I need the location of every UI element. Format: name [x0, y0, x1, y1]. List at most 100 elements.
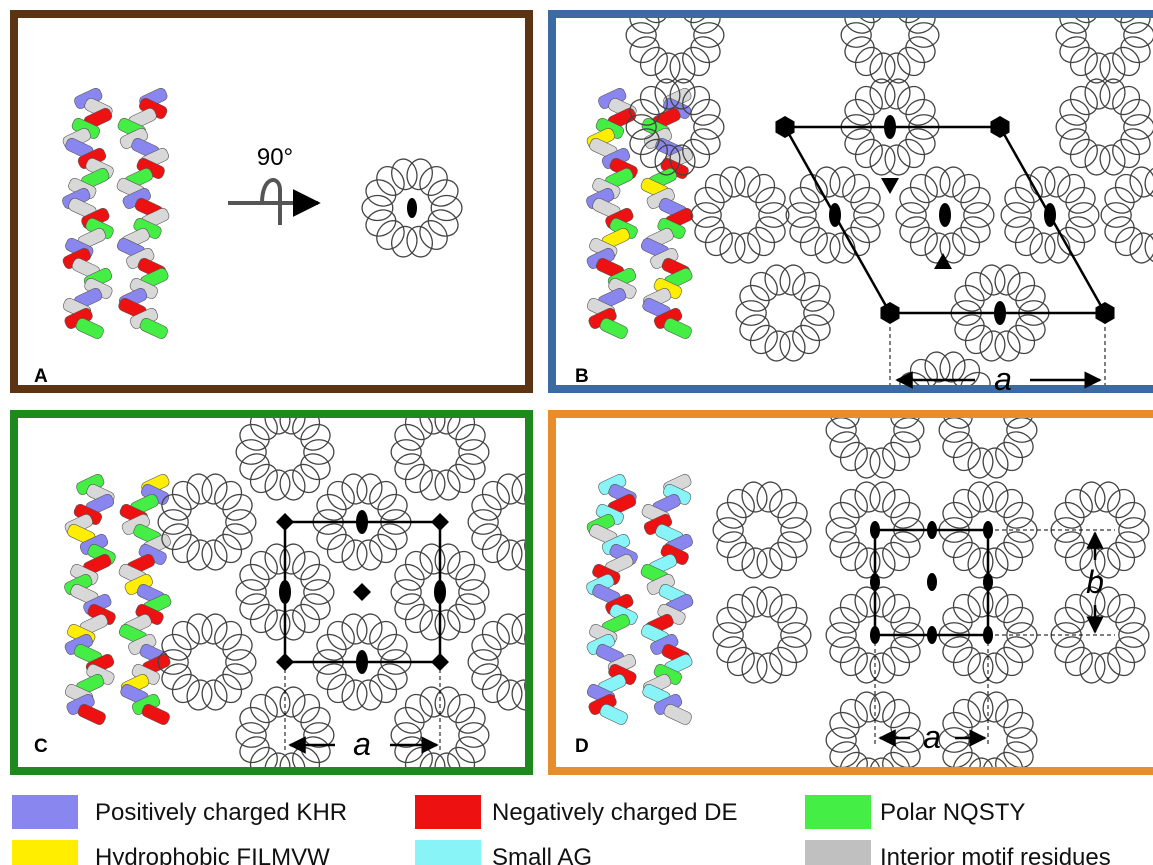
twofold-axis: [870, 573, 880, 591]
ring-loop: [639, 138, 668, 169]
ring-loop: [161, 523, 192, 551]
ring-loop: [1107, 646, 1136, 677]
ring-loop: [924, 351, 951, 383]
ring-loop: [982, 586, 1009, 618]
panel-art: [62, 87, 463, 339]
ring-loop: [1084, 78, 1111, 110]
ring-loop: [222, 633, 253, 661]
ring-loop: [799, 226, 828, 257]
ring-loop: [201, 613, 228, 645]
ring-loop: [1006, 727, 1038, 753]
ring-loop: [1120, 18, 1151, 34]
ring-loop: [982, 447, 1009, 479]
legend-label: Positively charged KHR: [95, 799, 347, 826]
ring-loop: [391, 225, 418, 258]
ring-loop: [839, 593, 868, 624]
ring-loop: [419, 609, 446, 641]
ring-loop: [741, 481, 768, 513]
ring-loop: [869, 547, 896, 579]
ring-loop: [249, 463, 278, 494]
ring-loop: [394, 593, 425, 621]
ring-loop: [726, 646, 755, 677]
ring-loop: [171, 533, 200, 564]
ring-loop: [905, 128, 936, 156]
ring-loop: [899, 216, 930, 244]
ring-loop: [447, 746, 476, 767]
ring-loop: [300, 453, 331, 481]
ring-loop: [316, 633, 347, 661]
ring-loop: [764, 264, 791, 296]
ring-loop: [960, 371, 991, 385]
ring-loop: [1120, 98, 1151, 126]
ring-loop: [377, 493, 408, 521]
ring-loop: [952, 593, 981, 624]
ring-loop: [1054, 636, 1085, 664]
ring-loop: [869, 691, 896, 723]
ring-loop: [447, 603, 476, 634]
ring-loop: [239, 736, 270, 764]
ring-loop: [825, 727, 857, 753]
ring-loop: [995, 593, 1024, 624]
helix-turn: [77, 703, 106, 725]
threefold-axis: [934, 253, 952, 269]
ring-loop: [905, 18, 936, 34]
ring-loop: [1015, 314, 1046, 342]
ring-loop: [326, 620, 355, 651]
ring-loop: [1123, 22, 1153, 48]
ring-loop: [356, 679, 383, 711]
ring-loop: [455, 423, 486, 451]
ring-loop: [854, 85, 883, 116]
helix-ring: [625, 78, 725, 176]
ring-loop: [458, 722, 490, 748]
ring-loop: [361, 194, 394, 222]
ring-loop: [693, 114, 725, 140]
ring-loop: [1112, 46, 1141, 77]
ring-loop: [419, 166, 448, 196]
ring-loop: [829, 166, 856, 198]
ring-loop: [214, 673, 243, 704]
ring-loop: [942, 741, 973, 767]
ring-loop: [854, 481, 881, 513]
ring-loop: [235, 722, 267, 748]
ring-loop: [844, 36, 875, 64]
ring-loop: [1004, 186, 1035, 214]
legend-swatch: [12, 840, 78, 865]
ring-loop: [511, 679, 525, 711]
ring-loop: [1000, 202, 1032, 228]
helix-ring: [157, 473, 257, 571]
ring-loop: [201, 473, 228, 505]
ring-loop: [639, 46, 668, 77]
ring-loop: [1115, 636, 1146, 664]
ring-loop: [905, 36, 936, 64]
ring-loop: [829, 741, 860, 767]
ring-loop: [434, 469, 461, 501]
ring-loop: [377, 663, 408, 691]
ring-loop: [365, 209, 397, 237]
ring-loop: [1006, 517, 1038, 543]
ring-loop: [1057, 226, 1086, 257]
ring-loop: [852, 380, 883, 415]
ring-loop: [1065, 216, 1096, 244]
ring-loop: [869, 78, 896, 110]
ring-loop: [377, 633, 408, 661]
ring-loop: [1044, 232, 1071, 264]
ring-loop: [279, 609, 306, 641]
ring-loop: [682, 138, 711, 169]
ring-loop: [982, 547, 1009, 579]
ring-loop: [669, 78, 696, 110]
ring-loop: [825, 622, 857, 648]
ring-loop: [994, 264, 1021, 296]
ring-loop: [884, 144, 911, 176]
ring-loop: [496, 613, 523, 645]
helix-turn: [599, 703, 628, 725]
ring-loop: [1112, 85, 1141, 116]
ring-loop: [654, 52, 681, 84]
ring-loop: [854, 46, 883, 77]
ring-loop: [201, 539, 228, 571]
ring-loop: [1054, 501, 1085, 529]
ring-loop: [954, 314, 985, 342]
ring-loop: [404, 693, 433, 724]
ring-loop: [967, 547, 994, 579]
ring-loop: [1069, 18, 1098, 24]
